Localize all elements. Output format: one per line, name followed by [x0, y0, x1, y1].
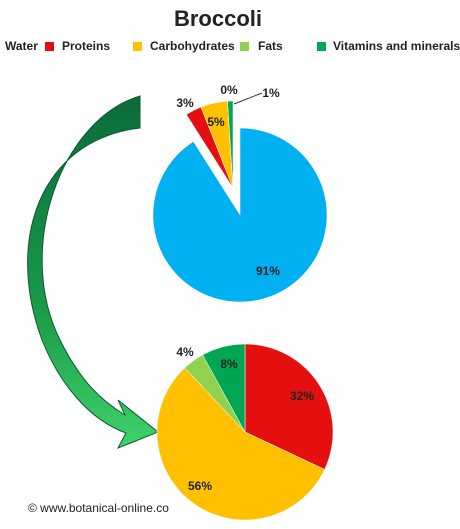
data-label: 91% — [256, 264, 280, 278]
legend-swatch — [240, 42, 249, 51]
arrow — [27, 95, 159, 449]
chart-title: Broccoli — [174, 6, 262, 31]
legend-label: Fats — [258, 39, 283, 53]
data-label: 8% — [220, 357, 238, 371]
legend-label: Water — [5, 39, 38, 53]
data-label: 1% — [262, 86, 280, 100]
data-label: 56% — [188, 479, 212, 493]
legend-swatch — [317, 42, 326, 51]
legend-label: Carbohydrates — [150, 39, 235, 53]
legend-label: Vitamins and minerals — [333, 39, 460, 53]
data-label: 3% — [176, 96, 194, 110]
data-label: 0% — [220, 83, 238, 97]
pie-slice — [244, 343, 334, 470]
data-label: 5% — [207, 115, 225, 129]
leader-line — [233, 92, 263, 105]
pie-slice — [202, 343, 246, 433]
legend-swatch — [133, 42, 142, 51]
legend: Water Proteins Carbohydrates Fats Vitamins a… — [5, 39, 460, 53]
pie-slice — [227, 100, 234, 189]
pie-slice — [152, 127, 328, 303]
legend-swatch — [45, 42, 54, 51]
legend-label: Proteins — [62, 39, 110, 53]
data-label: 4% — [176, 345, 194, 359]
data-label: 32% — [290, 389, 314, 403]
pie-slice — [156, 367, 325, 521]
footer: © www.botanical-online.co — [28, 501, 169, 515]
